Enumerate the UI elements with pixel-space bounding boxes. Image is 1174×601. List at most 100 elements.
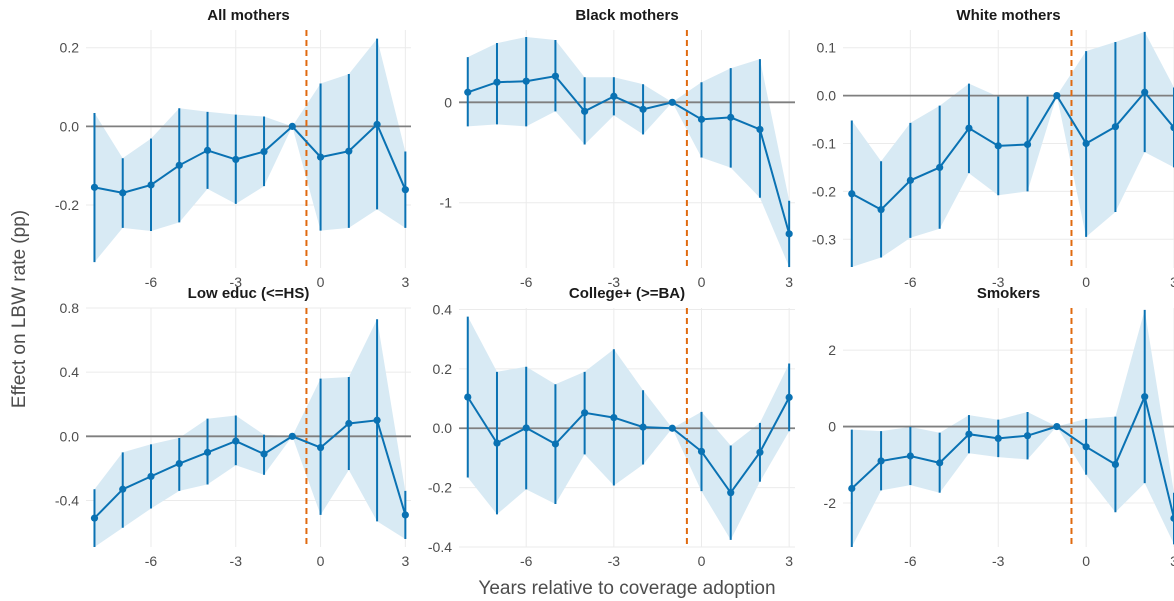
estimate-point (610, 92, 618, 100)
estimate-point (175, 459, 183, 468)
estimate-point (877, 457, 885, 465)
y-tick-label: -0.2 (812, 183, 836, 199)
x-tick-label: 0 (317, 553, 325, 569)
estimate-point (1111, 460, 1120, 469)
x-tick-label: -3 (230, 274, 243, 290)
estimate-point (727, 489, 735, 497)
estimate-point (785, 393, 793, 401)
y-tick-label: -0.4 (55, 492, 79, 508)
estimate-line (851, 393, 1174, 519)
estimate-point (581, 107, 589, 115)
estimate-point (1082, 443, 1090, 451)
estimate-point (1053, 92, 1061, 100)
estimate-point (756, 125, 764, 134)
estimate-point (147, 472, 155, 481)
estimate-point (1170, 124, 1174, 132)
confidence-ribbon (94, 38, 406, 263)
estimate-point (288, 122, 296, 130)
y-tick-label: -0.1 (812, 135, 836, 151)
estimate-point (551, 440, 560, 448)
estimate-point (493, 78, 501, 86)
y-tick-label: 2 (828, 342, 836, 358)
x-tick-label: 3 (401, 553, 409, 569)
estimate-point (260, 147, 268, 156)
confidence-ribbon (467, 37, 790, 267)
x-tick-label: -3 (608, 553, 621, 569)
y-tick-label: 0.4 (433, 301, 453, 317)
x-tick-label: 3 (1170, 553, 1174, 569)
x-tick-label: -6 (904, 274, 917, 290)
x-tick-label: -6 (904, 553, 917, 569)
panel-title: Black mothers (575, 7, 678, 24)
x-tick-label: -6 (520, 553, 533, 569)
estimate-point (1082, 139, 1090, 148)
estimate-point (848, 484, 856, 493)
estimate-point (1170, 514, 1174, 522)
estimate-line (851, 90, 1174, 211)
panels: -0.2 0.0 0.2 -6 -3 0 3 All mothers -1 0 -6 -3 0 3 Blac… (55, 7, 1174, 569)
x-axis-title: Years relative to coverage adoption (478, 578, 775, 599)
y-tick-label: 0.8 (60, 300, 80, 316)
y-tick-label: 0.2 (60, 40, 80, 56)
estimate-point (936, 459, 944, 467)
estimate-point (401, 186, 409, 194)
x-tick-label: 0 (317, 274, 325, 290)
estimate-point (345, 147, 353, 155)
estimate-line (466, 396, 791, 495)
estimate-point (316, 153, 325, 161)
panel-1: -0.2 0.0 0.2 -6 -3 0 3 All mothers (55, 7, 411, 290)
estimate-point (906, 176, 914, 184)
estimate-point (119, 189, 127, 197)
x-tick-label: -6 (145, 553, 158, 569)
estimate-point (232, 155, 240, 164)
y-tick-label: 0 (828, 419, 836, 435)
estimate-point (464, 88, 472, 96)
estimate-point (936, 163, 944, 172)
estimate-point (697, 115, 706, 123)
estimate-point (1141, 393, 1149, 401)
estimate-point (288, 432, 296, 440)
panel-title: Low educ (<=HS) (188, 285, 310, 302)
y-tick-label: -0.4 (428, 539, 452, 555)
estimate-point (697, 447, 706, 455)
estimate-point (756, 448, 764, 456)
estimate-point (639, 105, 647, 113)
y-tick-label: 0.0 (433, 420, 453, 436)
estimate-point (147, 181, 155, 189)
estimate-point (551, 72, 560, 80)
estimate-point (994, 434, 1002, 442)
estimate-point (90, 183, 99, 191)
y-tick-label: -0.2 (55, 197, 79, 213)
x-tick-label: -3 (230, 553, 243, 569)
estimate-point (345, 419, 353, 428)
y-tick-label: -2 (824, 495, 837, 511)
estimate-point (522, 77, 530, 85)
x-tick-label: 3 (785, 553, 793, 569)
panel-2: -1 0 -6 -3 0 3 Black mothers (440, 7, 795, 290)
y-tick-label: 0 (444, 94, 452, 110)
estimate-point (965, 430, 973, 438)
estimate-line (467, 75, 791, 235)
estimate-point (522, 424, 530, 432)
estimate-point (639, 423, 647, 431)
panel-title: College+ (>=BA) (569, 285, 685, 302)
x-tick-label: 3 (401, 274, 409, 290)
estimate-point (175, 161, 183, 169)
estimate-point (119, 485, 127, 493)
estimate-point (668, 98, 676, 106)
x-tick-label: -3 (992, 274, 1005, 290)
estimate-point (848, 190, 856, 198)
estimate-point (668, 424, 676, 432)
y-tick-label: 0.0 (60, 118, 80, 134)
estimate-point (1023, 432, 1032, 440)
x-tick-label: -3 (992, 553, 1005, 569)
confidence-ribbon (851, 309, 1174, 547)
panel-title: Smokers (977, 285, 1040, 302)
panel-5: -0.4 -0.2 0.0 0.2 0.4 -6 -3 0 3 College+ (>=BA) (428, 285, 795, 569)
estimate-point (316, 443, 325, 452)
estimate-point (877, 205, 885, 214)
y-tick-label: -0.3 (812, 231, 836, 247)
y-tick-label: 0.0 (817, 88, 837, 104)
estimate-point (1141, 88, 1149, 96)
